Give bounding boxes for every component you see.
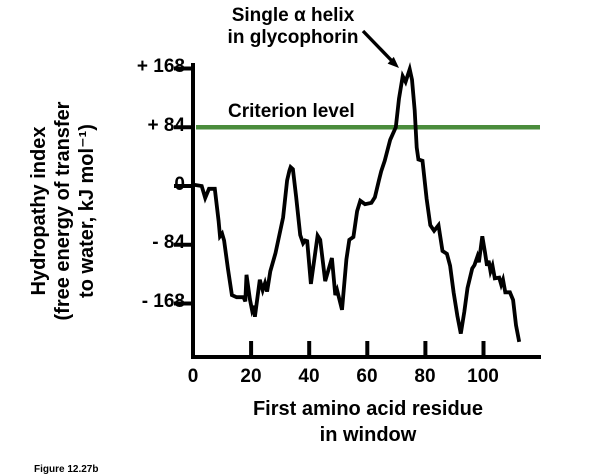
peak-annotation-line2: in glycophorin: [227, 27, 359, 48]
x-tick-label-0: 0: [187, 366, 199, 387]
x-tick-label-60: 60: [356, 366, 378, 387]
y-tick-label-84: + 84: [147, 115, 185, 136]
y-tick-label-neg84: - 84: [152, 232, 185, 253]
x-tick-label-100: 100: [467, 366, 499, 387]
y-tick-label-168: + 168: [136, 56, 185, 77]
x-tick-label-40: 40: [298, 366, 320, 387]
y-tick-marks: [174, 66, 193, 306]
y-axis-label: Hydropathy index (free energy of transfe…: [27, 89, 101, 333]
y-axis-label-line3: to water, kJ mol⁻¹): [76, 124, 98, 298]
x-axis-label-line1: First amino acid residue: [252, 398, 484, 420]
criterion-level-label: Criterion level: [228, 101, 355, 122]
x-tick-label-80: 80: [414, 366, 436, 387]
x-axis-label: First amino acid residue in window: [218, 396, 518, 448]
y-axis-label-line1: Hydropathy index: [28, 126, 50, 296]
annotation-arrow: [361, 29, 399, 68]
y-axis-label-line2: (free energy of transfer: [52, 101, 74, 321]
x-tick-label-20: 20: [240, 366, 262, 387]
hydropathy-curve: [192, 61, 522, 343]
peak-annotation-line1: Single α helix: [231, 5, 355, 26]
peak-annotation: Single α helix in glycophorin: [220, 5, 366, 49]
x-axis-label-line2: in window: [319, 424, 417, 446]
y-tick-label-neg168: - 168: [141, 291, 185, 312]
figure-caption: Figure 12.27b: [34, 464, 99, 474]
y-tick-label-0: 0: [174, 174, 185, 195]
x-tick-marks: [249, 341, 486, 357]
